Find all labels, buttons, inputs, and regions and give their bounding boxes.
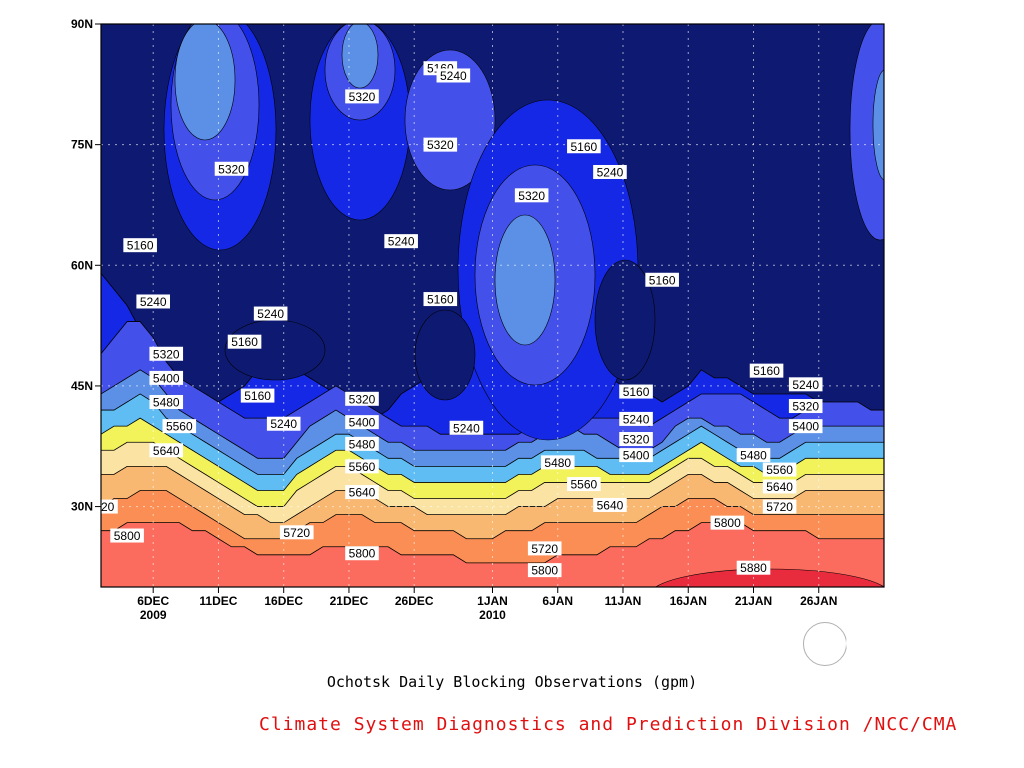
contour-label: 5640 xyxy=(597,498,624,512)
high-lobe xyxy=(873,70,897,180)
high-lobe xyxy=(495,215,555,345)
x-tick-label: 16DEC xyxy=(264,594,303,608)
contour-label: 5560 xyxy=(766,463,793,477)
contour-label: 5880 xyxy=(740,561,767,575)
chart-title: Ochotsk Daily Blocking Observations (gpm… xyxy=(0,673,1024,691)
contour-label: 5640 xyxy=(349,486,376,500)
contour-label: 5720 xyxy=(531,542,558,556)
contour-label: 5160 xyxy=(570,140,597,154)
x-tick-label: 21DEC xyxy=(330,594,369,608)
credit-line: Climate System Diagnostics and Predictio… xyxy=(259,714,957,735)
y-axis: 30N 45N 60N 75N 90N xyxy=(71,17,101,514)
contour-label: 5320 xyxy=(792,400,819,414)
x-tick-label: 26JAN xyxy=(800,594,837,608)
contour-label: 5240 xyxy=(453,421,480,435)
contour-label: 5320 xyxy=(218,162,245,176)
y-tick-label: 60N xyxy=(71,258,93,272)
contour-label: 5640 xyxy=(766,480,793,494)
contour-label: 5240 xyxy=(388,235,415,249)
x-tick-label: 21JAN xyxy=(735,594,772,608)
contour-label: 5720 xyxy=(766,500,793,514)
contour-label: 5240 xyxy=(440,69,467,83)
contour-label: 5480 xyxy=(740,449,767,463)
high-lobe xyxy=(175,20,235,140)
contour-label: 5560 xyxy=(349,460,376,474)
contour-label: 5400 xyxy=(153,371,180,385)
contour-label: 5160 xyxy=(753,364,780,378)
bcc-logo xyxy=(803,622,847,666)
contour-label: 5160 xyxy=(427,293,454,307)
contour-label: 5400 xyxy=(349,416,376,430)
x-tick-label: 1JAN xyxy=(477,594,508,608)
contour-label: 5800 xyxy=(714,516,741,530)
contour-label: 5240 xyxy=(257,307,284,321)
contour-label: 5640 xyxy=(153,444,180,458)
contour-label: 5240 xyxy=(140,295,167,309)
high-lobe xyxy=(342,22,378,88)
y-tick-label: 75N xyxy=(71,138,93,152)
x-tick-label: 26DEC xyxy=(395,594,434,608)
contour-label: 5240 xyxy=(597,165,624,179)
contour-label: 5160 xyxy=(244,389,271,403)
y-tick-label: 90N xyxy=(71,17,93,31)
y-tick-label: 45N xyxy=(71,379,93,393)
plot-area: 5160524053205400548055605640572058005320… xyxy=(84,10,910,621)
contour-label: 5320 xyxy=(153,347,180,361)
y-tick-label: 30N xyxy=(71,500,93,514)
x-tick-label: 6DEC xyxy=(137,594,169,608)
x-axis: 6DEC2009 11DEC 16DEC 21DEC 26DEC 1JAN2010 6JAN… xyxy=(137,587,837,622)
contour-label: 5320 xyxy=(349,392,376,406)
contour-label: 5320 xyxy=(623,433,650,447)
contour-label: 5800 xyxy=(531,564,558,578)
contour-label: 5560 xyxy=(570,478,597,492)
x-tick-label: 11JAN xyxy=(605,594,642,608)
x-tick-year: 2009 xyxy=(140,608,167,622)
contour-label: 5400 xyxy=(623,449,650,463)
contour-label: 5720 xyxy=(283,526,310,540)
contour-label: 5800 xyxy=(114,529,141,543)
contour-chart: 5160524053205400548055605640572058005320… xyxy=(0,0,1024,660)
contour-label: 5480 xyxy=(349,437,376,451)
contour-label: 5480 xyxy=(153,396,180,410)
contour-label: 5160 xyxy=(127,239,154,253)
contour-label: 5480 xyxy=(544,456,571,470)
contour-label: 5160 xyxy=(649,273,676,287)
ncc-logo xyxy=(846,622,888,664)
contour-label: 5160 xyxy=(623,385,650,399)
low-center xyxy=(225,320,325,380)
contour-label: 5320 xyxy=(518,189,545,203)
contour-label: 5560 xyxy=(166,420,193,434)
x-tick-label: 6JAN xyxy=(542,594,573,608)
contour-label: 5400 xyxy=(792,420,819,434)
contour-label: 5240 xyxy=(792,378,819,392)
contour-label: 5320 xyxy=(427,138,454,152)
contour-label: 5240 xyxy=(623,412,650,426)
contour-label: 5320 xyxy=(349,90,376,104)
contour-label: 5800 xyxy=(349,547,376,561)
x-tick-year: 2010 xyxy=(479,608,506,622)
low-center xyxy=(415,310,475,400)
x-tick-label: 11DEC xyxy=(199,594,237,608)
contour-label: 5240 xyxy=(270,417,297,431)
contour-label: 5160 xyxy=(231,335,258,349)
x-tick-label: 16JAN xyxy=(670,594,707,608)
